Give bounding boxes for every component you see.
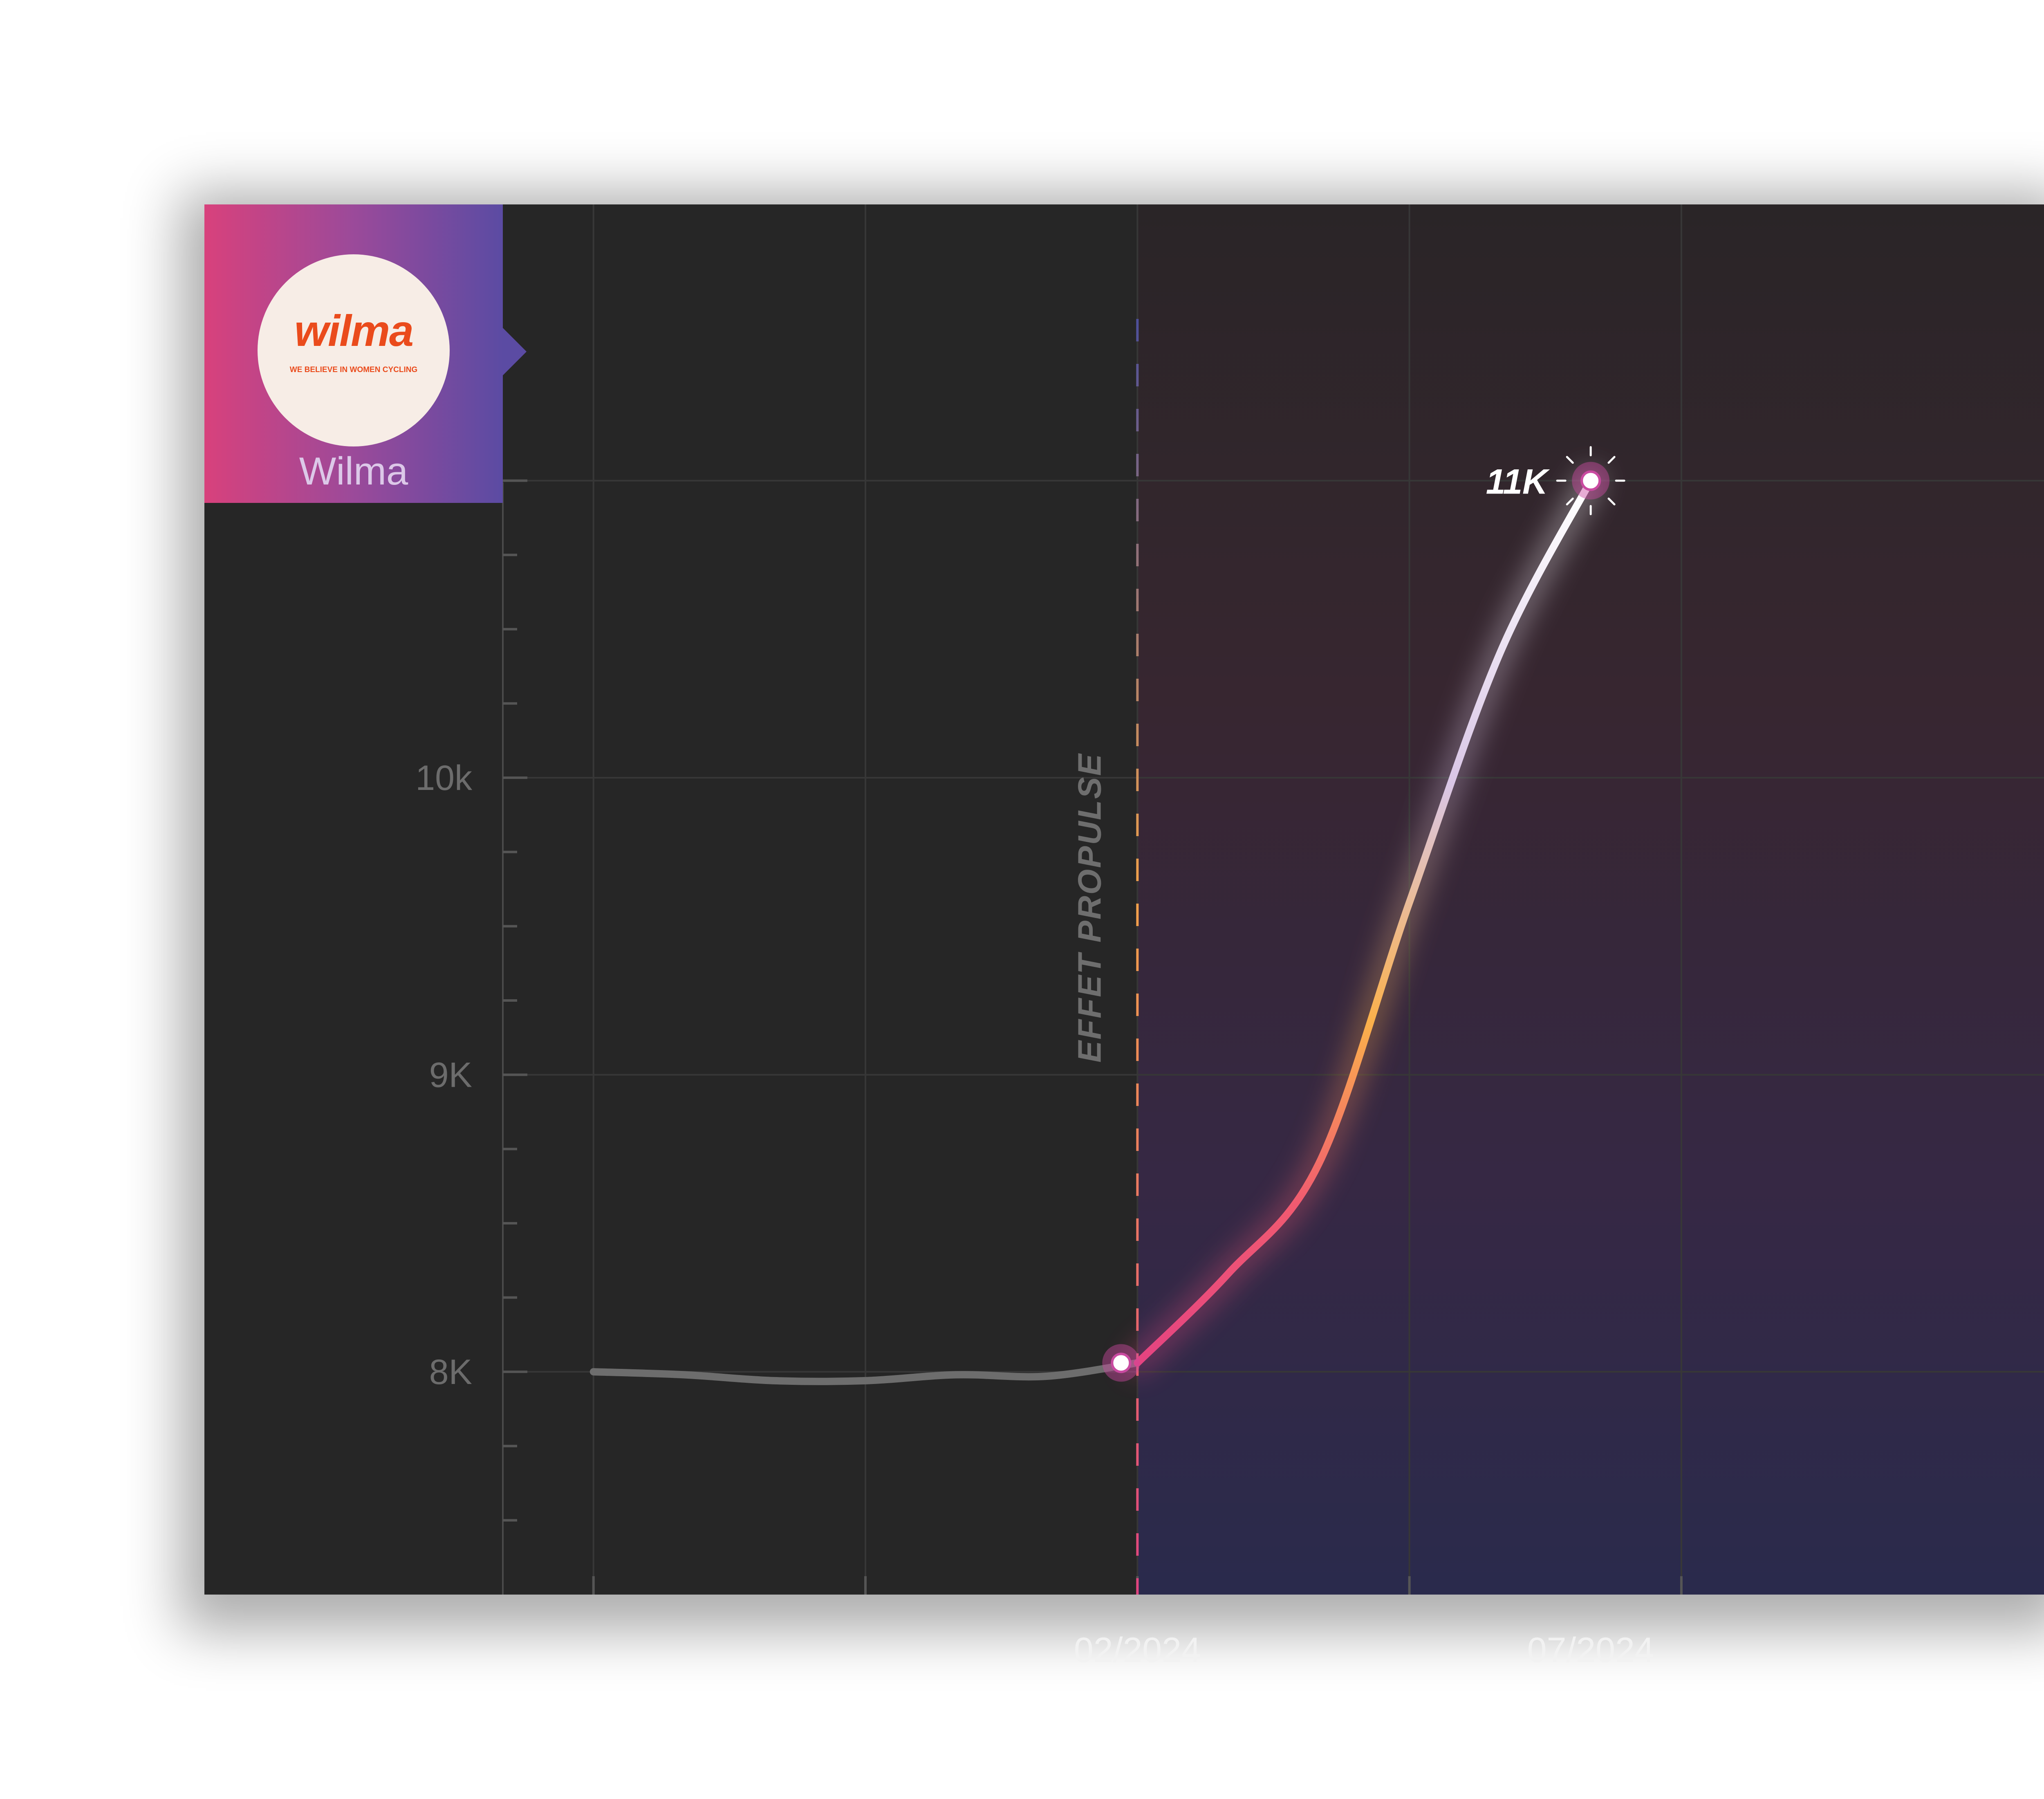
series-line-after [1134, 477, 1595, 1367]
peak-sparkle [1607, 456, 1616, 464]
logo-tagline: WE BELIEVE IN WOMEN CYCLING [289, 366, 418, 374]
peak-point [1580, 470, 1601, 491]
peak-sparkle [1566, 456, 1574, 464]
start-point [1111, 1353, 1132, 1373]
series-line-before [589, 1359, 1141, 1385]
x-tick-label: 02/2024 [1074, 1631, 1201, 1670]
y-tick-label: 9K [429, 1056, 472, 1095]
logo-wordmark: wilma [294, 306, 414, 355]
y-tick-label: 8K [429, 1353, 472, 1392]
event-annotation: EFFET PROPULSE [1071, 753, 1107, 1063]
peak-sparkle [1607, 497, 1616, 506]
wilma-logo [258, 254, 450, 446]
peak-sparkle [1566, 497, 1574, 506]
peak-value-label: 11K [1486, 462, 1550, 502]
y-tick-label: 10k [415, 758, 473, 798]
x-tick-label: 07/2024 [1527, 1631, 1654, 1670]
post-event-shade [1137, 204, 2044, 1595]
brand-name: Wilma [299, 449, 408, 493]
brand-pointer-arrow [502, 327, 527, 376]
